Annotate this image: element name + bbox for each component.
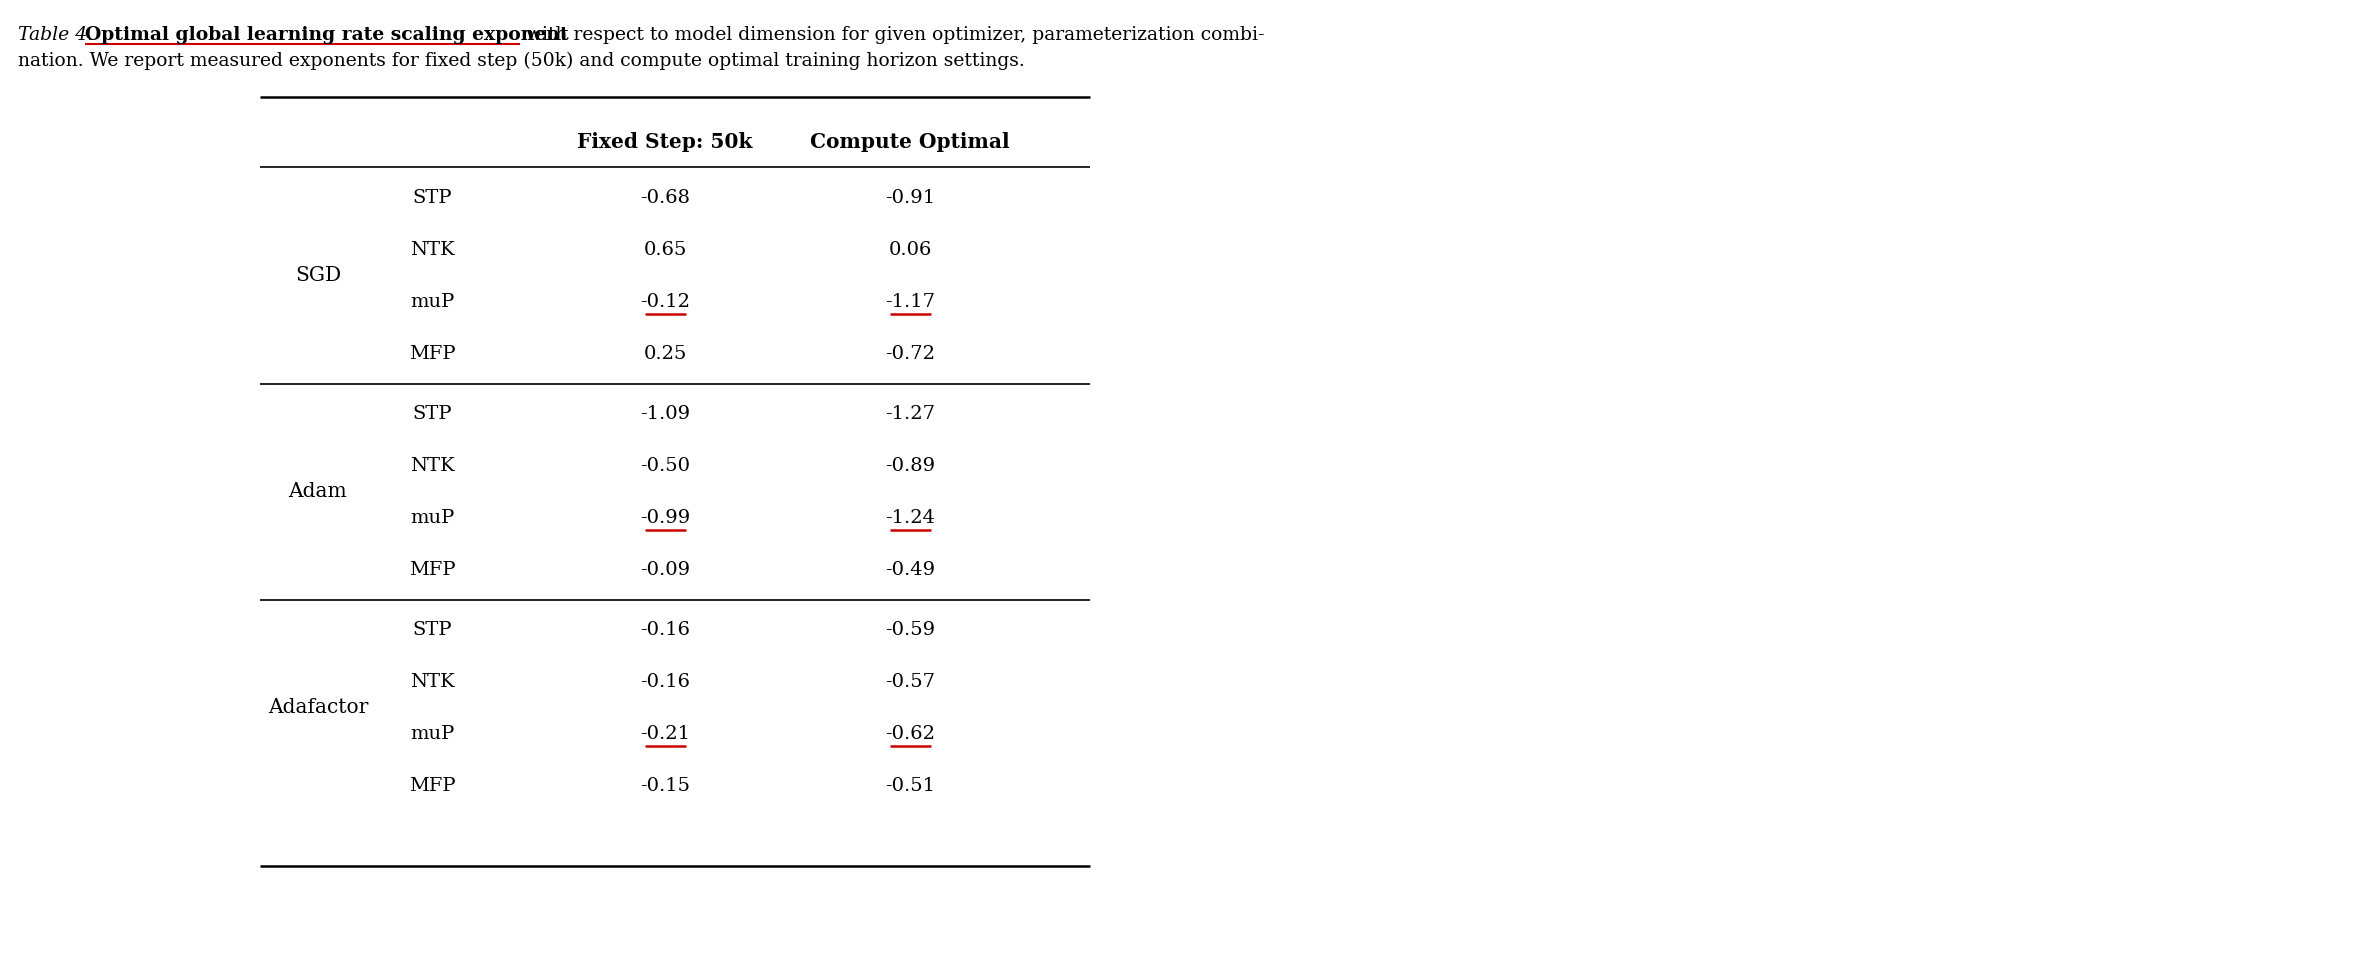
Text: 0.65: 0.65 <box>643 240 688 259</box>
Text: -0.21: -0.21 <box>640 724 690 742</box>
Text: Adam: Adam <box>288 482 347 501</box>
Text: -0.16: -0.16 <box>640 672 690 690</box>
Text: -1.24: -1.24 <box>885 508 935 527</box>
Text: Optimal global learning rate scaling exponent: Optimal global learning rate scaling exp… <box>86 26 569 44</box>
Text: -1.27: -1.27 <box>885 404 935 422</box>
Text: -0.59: -0.59 <box>885 620 935 638</box>
Text: nation. We report measured exponents for fixed step (50k) and compute optimal tr: nation. We report measured exponents for… <box>19 52 1026 70</box>
Text: 0.25: 0.25 <box>643 345 688 362</box>
Text: -0.99: -0.99 <box>640 508 690 527</box>
Text: -0.68: -0.68 <box>640 189 690 207</box>
Text: STP: STP <box>412 189 452 207</box>
Text: muP: muP <box>409 508 455 527</box>
Text: 0.06: 0.06 <box>888 240 931 259</box>
Text: -0.16: -0.16 <box>640 620 690 638</box>
Text: NTK: NTK <box>409 456 455 474</box>
Text: Table 4.: Table 4. <box>19 26 100 44</box>
Text: -0.89: -0.89 <box>885 456 935 474</box>
Text: Adafactor: Adafactor <box>269 698 369 716</box>
Text: -1.09: -1.09 <box>640 404 690 422</box>
Text: Compute Optimal: Compute Optimal <box>809 132 1009 151</box>
Text: -0.09: -0.09 <box>640 560 690 578</box>
Text: -0.12: -0.12 <box>640 293 690 311</box>
Text: -0.72: -0.72 <box>885 345 935 362</box>
Text: -0.49: -0.49 <box>885 560 935 578</box>
Text: MFP: MFP <box>409 560 455 578</box>
Text: STP: STP <box>412 620 452 638</box>
Text: -0.50: -0.50 <box>640 456 690 474</box>
Text: with respect to model dimension for given optimizer, parameterization combi-: with respect to model dimension for give… <box>519 26 1264 44</box>
Text: -0.57: -0.57 <box>885 672 935 690</box>
Text: -1.17: -1.17 <box>885 293 935 311</box>
Text: NTK: NTK <box>409 240 455 259</box>
Text: STP: STP <box>412 404 452 422</box>
Text: muP: muP <box>409 724 455 742</box>
Text: -0.62: -0.62 <box>885 724 935 742</box>
Text: -0.51: -0.51 <box>885 776 935 793</box>
Text: MFP: MFP <box>409 345 455 362</box>
Text: MFP: MFP <box>409 776 455 793</box>
Text: Fixed Step: 50k: Fixed Step: 50k <box>578 132 752 151</box>
Text: muP: muP <box>409 293 455 311</box>
Text: NTK: NTK <box>409 672 455 690</box>
Text: -0.91: -0.91 <box>885 189 935 207</box>
Text: -0.15: -0.15 <box>640 776 690 793</box>
Text: SGD: SGD <box>295 266 340 285</box>
